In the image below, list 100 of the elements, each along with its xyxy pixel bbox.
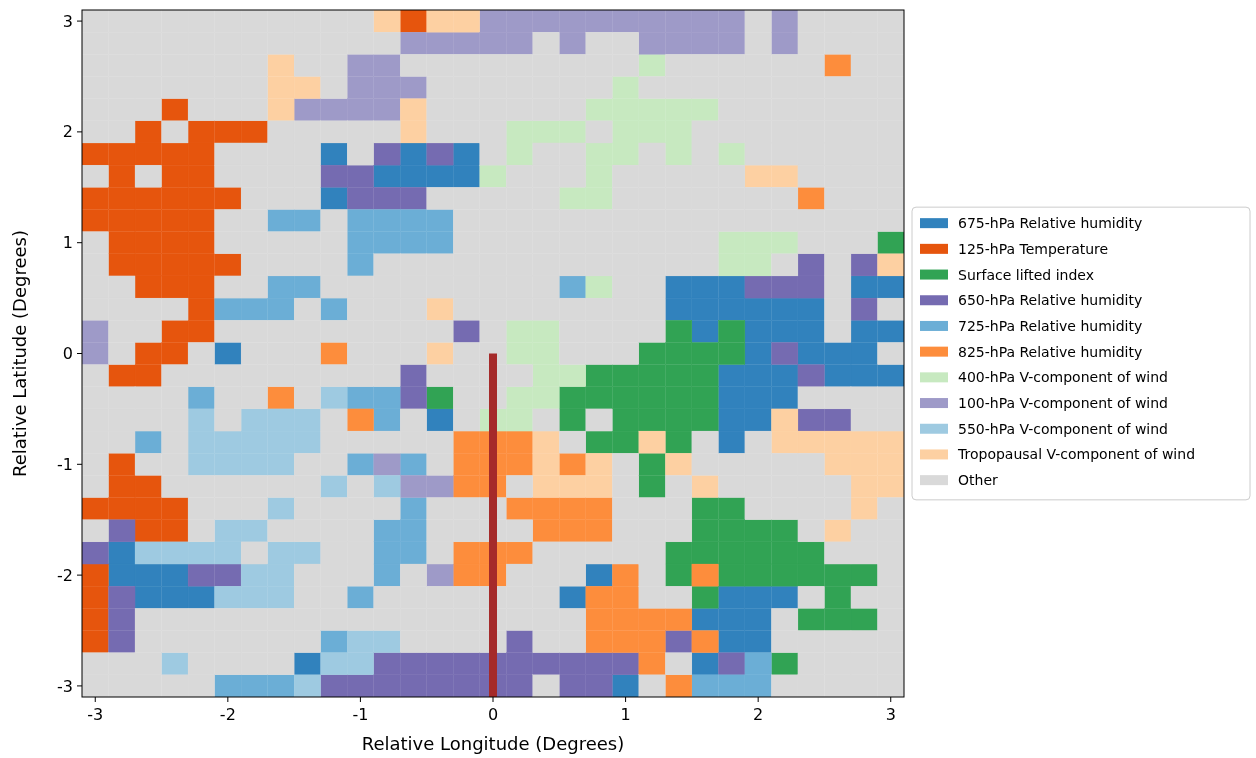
point xyxy=(267,586,295,609)
x-tick-label: 0 xyxy=(487,705,499,724)
point xyxy=(585,608,613,631)
point xyxy=(585,364,613,387)
point xyxy=(373,54,401,77)
point xyxy=(585,630,613,653)
point xyxy=(585,519,613,543)
point xyxy=(161,541,189,565)
point xyxy=(453,652,480,675)
point xyxy=(612,386,639,410)
point xyxy=(665,98,693,121)
point xyxy=(214,187,242,210)
point xyxy=(320,630,348,653)
point xyxy=(532,120,560,144)
point xyxy=(691,32,719,55)
point xyxy=(797,541,825,565)
point xyxy=(240,586,268,609)
point xyxy=(82,342,109,365)
point xyxy=(665,320,693,343)
point xyxy=(718,541,746,565)
point xyxy=(585,475,613,498)
point xyxy=(691,563,719,587)
point xyxy=(214,563,242,587)
point xyxy=(400,475,427,498)
legend-label: 550-hPa V-component of wind xyxy=(958,420,1168,437)
point xyxy=(187,430,215,454)
point xyxy=(479,32,507,55)
point xyxy=(691,541,719,565)
point xyxy=(559,497,586,520)
point xyxy=(108,209,136,232)
point xyxy=(718,563,746,587)
point xyxy=(400,541,427,565)
point xyxy=(108,231,136,254)
point xyxy=(426,297,454,321)
point xyxy=(585,275,613,299)
x-axis-title: Relative Longitude (Degrees) xyxy=(361,733,625,754)
point xyxy=(612,98,639,121)
point xyxy=(638,453,666,476)
point xyxy=(691,10,719,33)
point xyxy=(187,164,215,188)
y-tick-label: 2 xyxy=(62,122,73,142)
point xyxy=(108,253,136,277)
point xyxy=(850,253,878,277)
point xyxy=(850,497,878,520)
point xyxy=(585,497,613,520)
point xyxy=(293,76,321,99)
point xyxy=(187,187,215,210)
point xyxy=(108,497,136,520)
point xyxy=(373,453,401,476)
point xyxy=(532,453,560,476)
point xyxy=(585,652,613,675)
point xyxy=(373,76,401,99)
point xyxy=(532,652,560,675)
point xyxy=(665,10,693,33)
point xyxy=(612,364,639,387)
point xyxy=(612,630,639,653)
point xyxy=(771,408,799,432)
point xyxy=(108,187,136,210)
point xyxy=(82,563,109,587)
point xyxy=(612,608,639,631)
point xyxy=(824,453,852,476)
point xyxy=(134,475,162,498)
point xyxy=(134,187,162,210)
y-tick-label: 0 xyxy=(62,344,73,364)
point xyxy=(347,630,374,653)
point xyxy=(506,342,533,365)
y-tick-label: 1 xyxy=(62,233,73,253)
point xyxy=(347,187,374,210)
point xyxy=(744,519,772,543)
point xyxy=(612,430,639,454)
point xyxy=(850,475,878,498)
point xyxy=(506,408,533,432)
point xyxy=(718,320,746,343)
point xyxy=(718,519,746,543)
point xyxy=(638,475,666,498)
point xyxy=(214,120,242,144)
point xyxy=(718,253,746,277)
point xyxy=(347,76,374,99)
point xyxy=(638,10,666,33)
point xyxy=(585,586,613,609)
point xyxy=(214,586,242,609)
point xyxy=(134,275,162,299)
point xyxy=(373,209,401,232)
point xyxy=(771,563,799,587)
point xyxy=(453,563,480,587)
point xyxy=(373,519,401,543)
point xyxy=(691,475,719,498)
point xyxy=(612,563,639,587)
point xyxy=(665,453,693,476)
point xyxy=(426,652,454,675)
point xyxy=(293,430,321,454)
point xyxy=(134,364,162,387)
point xyxy=(638,32,666,55)
point xyxy=(585,164,613,188)
x-tick-label: -2 xyxy=(219,705,236,724)
point xyxy=(585,674,613,697)
point xyxy=(347,98,374,121)
point xyxy=(426,209,454,232)
point xyxy=(214,430,242,454)
point xyxy=(320,98,348,121)
